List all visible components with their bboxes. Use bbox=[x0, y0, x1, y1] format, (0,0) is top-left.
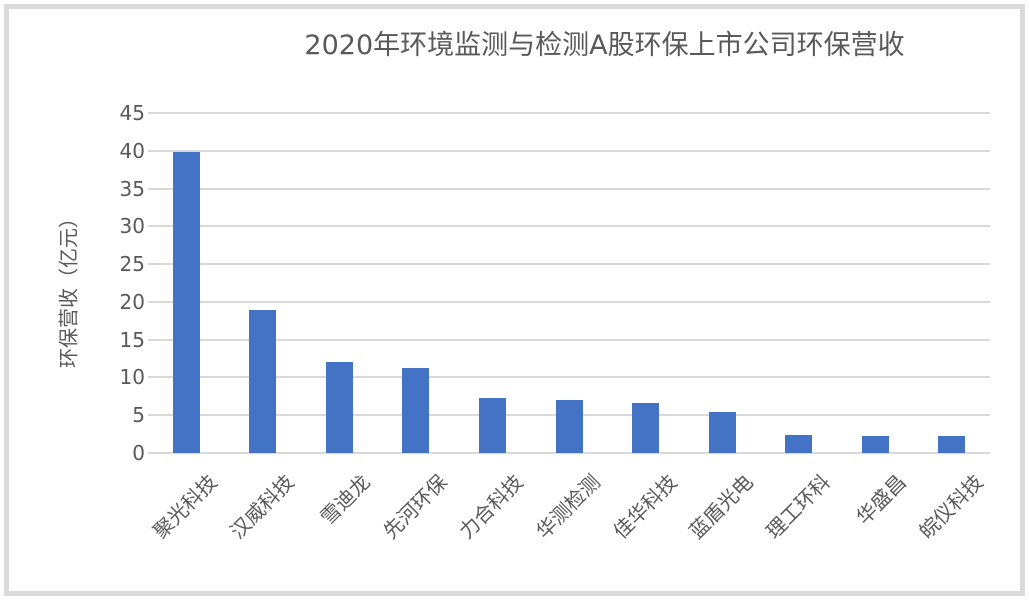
y-axis-tick-label: 20 bbox=[119, 289, 145, 314]
bar-slot bbox=[684, 113, 761, 453]
x-axis-label: 皖仪科技 bbox=[914, 469, 988, 544]
x-label-slot: 理工环科 bbox=[760, 455, 837, 595]
gridline bbox=[148, 338, 990, 341]
x-label-slot: 华测检测 bbox=[531, 455, 608, 595]
x-axis-label: 华测检测 bbox=[531, 469, 605, 544]
bar-slot bbox=[301, 113, 378, 453]
y-tick-labels: 0 5 10 15 20 25 30 35 40 45 bbox=[0, 103, 145, 463]
y-axis-tick-label: 30 bbox=[119, 214, 145, 239]
x-axis-label: 力合科技 bbox=[454, 469, 529, 544]
x-label-slot: 先河环保 bbox=[378, 455, 455, 595]
bar-先河环保 bbox=[402, 368, 430, 453]
bar-佳华科技 bbox=[632, 403, 660, 453]
bar-slot bbox=[454, 113, 531, 453]
x-axis-label: 汉威科技 bbox=[225, 469, 299, 544]
gridline bbox=[148, 225, 990, 228]
x-axis-label: 先河环保 bbox=[378, 469, 452, 544]
y-axis-tick-label: 45 bbox=[119, 101, 145, 125]
x-axis-label: 雪迪龙 bbox=[315, 469, 376, 530]
bar-slot bbox=[760, 113, 837, 453]
x-label-slot: 佳华科技 bbox=[607, 455, 684, 595]
y-axis-tick-label: 25 bbox=[119, 252, 145, 277]
bar-slot bbox=[837, 113, 914, 453]
x-axis-label: 佳华科技 bbox=[607, 469, 682, 544]
x-label-slot: 雪迪龙 bbox=[301, 455, 378, 595]
x-axis-label: 华盛昌 bbox=[851, 469, 912, 530]
x-axis-label: 蓝盾光电 bbox=[684, 469, 758, 544]
bar-slot bbox=[913, 113, 990, 453]
x-label-slot: 皖仪科技 bbox=[913, 455, 990, 595]
y-axis-tick-label: 5 bbox=[132, 403, 145, 428]
bar-slot bbox=[225, 113, 302, 453]
x-axis-label: 聚光科技 bbox=[148, 469, 223, 544]
y-axis-tick-label: 40 bbox=[119, 138, 145, 163]
gridline bbox=[148, 300, 990, 303]
x-label-slot: 华盛昌 bbox=[837, 455, 914, 595]
bar-聚光科技 bbox=[172, 151, 200, 453]
x-label-slot: 力合科技 bbox=[454, 455, 531, 595]
gridline bbox=[148, 263, 990, 266]
bar-理工环科 bbox=[785, 434, 813, 453]
bar-slot bbox=[531, 113, 608, 453]
bars-row bbox=[148, 113, 990, 453]
chart-title: 2020年环境监测与检测A股环保上市公司环保营收 bbox=[304, 30, 905, 61]
y-axis-tick-label: 35 bbox=[119, 176, 145, 201]
gridline bbox=[148, 376, 990, 379]
bar-slot bbox=[607, 113, 684, 453]
y-axis-tick-label: 10 bbox=[119, 365, 145, 390]
plot-area bbox=[148, 112, 990, 454]
bar-slot bbox=[148, 113, 225, 453]
y-axis-tick-label: 0 bbox=[132, 441, 145, 465]
bar-力合科技 bbox=[478, 397, 506, 453]
bar-华盛昌 bbox=[861, 435, 889, 453]
gridline bbox=[148, 112, 990, 114]
bar-华测检测 bbox=[555, 400, 583, 453]
bar-皖仪科技 bbox=[938, 436, 966, 453]
x-axis-label: 理工环科 bbox=[760, 469, 835, 544]
gridline bbox=[148, 187, 990, 190]
x-label-slot: 汉威科技 bbox=[225, 455, 302, 595]
y-axis-tick-label: 15 bbox=[119, 327, 145, 352]
bar-雪迪龙 bbox=[325, 361, 353, 453]
x-axis-labels: 聚光科技 汉威科技 雪迪龙 先河环保 力合科技 华测检测 佳华科技 蓝盾光电 理工环科 华盛昌 皖仪… bbox=[148, 455, 990, 595]
x-label-slot: 蓝盾光电 bbox=[684, 455, 761, 595]
x-label-slot: 聚光科技 bbox=[148, 455, 225, 595]
gridline bbox=[148, 452, 990, 454]
bar-slot bbox=[378, 113, 455, 453]
bar-蓝盾光电 bbox=[708, 412, 736, 453]
gridline bbox=[148, 149, 990, 152]
bar-汉威科技 bbox=[249, 310, 277, 453]
